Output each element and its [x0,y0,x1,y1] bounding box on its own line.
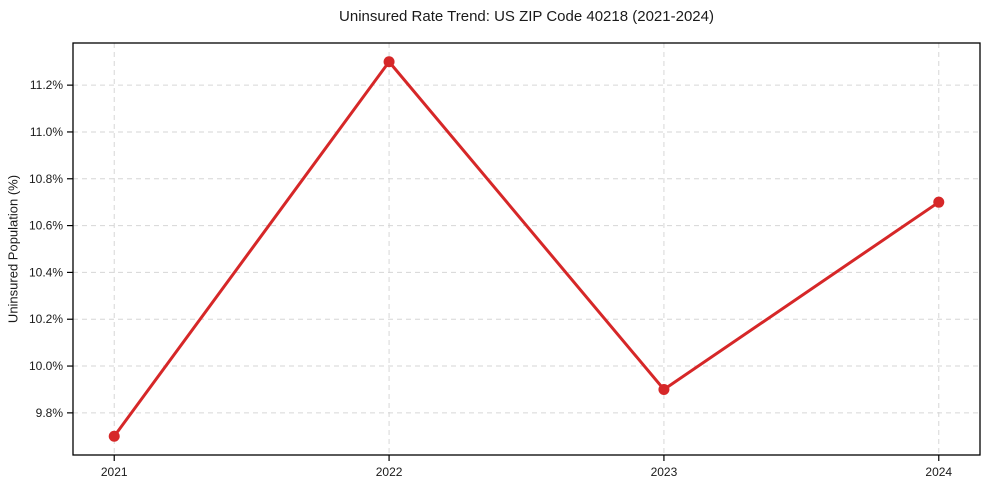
data-point [658,383,670,395]
y-tick-label: 9.8% [36,406,64,420]
trend-line [112,60,941,438]
x-tick-label: 2023 [651,465,678,479]
y-tick-label: 10.2% [29,312,63,326]
y-tick-label: 11.2% [30,78,63,92]
x-tick-label: 2022 [376,465,403,479]
y-tick-label: 10.4% [29,265,63,279]
y-tick-label: 10.0% [29,359,63,373]
y-tick-label: 10.8% [29,172,63,186]
plot-border [72,42,981,456]
chart-title: Uninsured Rate Trend: US ZIP Code 40218 … [339,8,714,25]
y-tick-label: 10.6% [29,219,63,233]
data-point [383,56,395,68]
data-point [933,196,945,208]
data-point [108,430,120,442]
x-tick-label: 2024 [925,465,952,479]
x-tick-label: 2021 [101,465,128,479]
y-tick-label: 11.0% [30,125,63,139]
